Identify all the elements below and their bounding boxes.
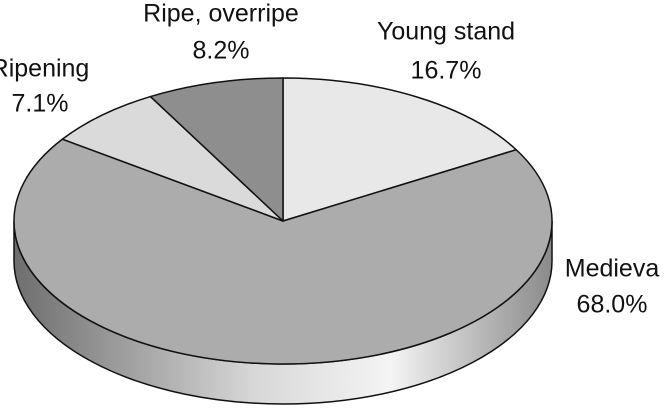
slice-value-label: 68.0% — [577, 291, 648, 319]
slice-value-label: 7.1% — [12, 90, 69, 118]
slice-label: Medieva — [565, 255, 660, 283]
pie-slice — [282, 77, 517, 222]
slice-label: Ripe, overripe — [143, 0, 299, 28]
slice-value-label: 8.2% — [193, 37, 250, 65]
slice-label: Ripening — [0, 55, 89, 83]
pie-slice — [61, 95, 284, 222]
pie-slice — [13, 138, 553, 365]
slice-value-label: 16.7% — [411, 57, 482, 85]
pie-slice — [149, 77, 284, 222]
slice-label: Young stand — [377, 18, 515, 46]
